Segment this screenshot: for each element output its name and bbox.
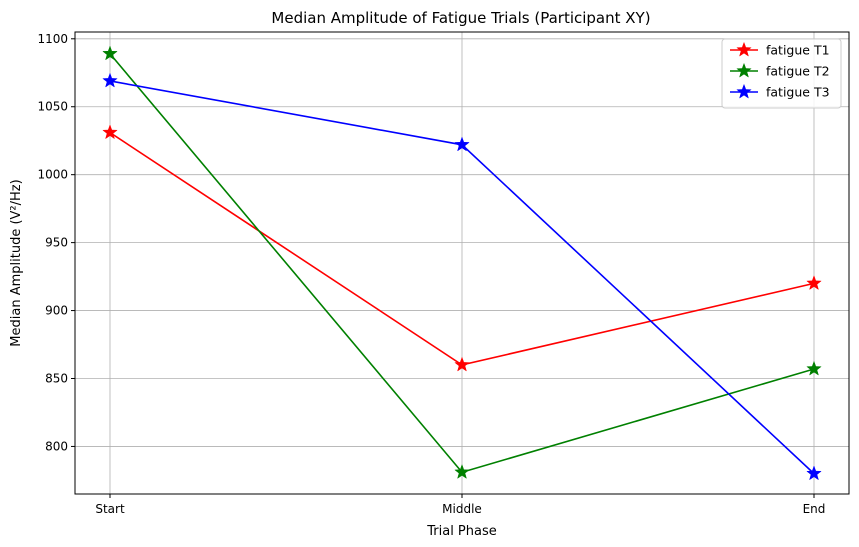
data-point-star: [454, 356, 470, 372]
series-3: [102, 72, 822, 481]
y-tick-label: 1100: [37, 32, 68, 46]
y-tick-label: 1000: [37, 168, 68, 182]
legend-item: fatigue T2: [730, 62, 830, 79]
legend-label: fatigue T2: [766, 64, 830, 79]
data-point-star: [102, 124, 118, 140]
legend: fatigue T1 fatigue T2 fatigue T3: [721, 38, 842, 109]
x-tick-label: Start: [95, 502, 125, 516]
x-axis-label: Trial Phase: [426, 524, 497, 539]
data-point-star: [454, 136, 470, 152]
y-tick-label: 850: [45, 372, 68, 386]
series-2: [102, 45, 822, 479]
data-point-star: [454, 464, 470, 479]
data-point-star: [102, 72, 118, 88]
legend-label: fatigue T3: [766, 85, 830, 100]
legend-item: fatigue T3: [730, 83, 830, 100]
data-point-star: [806, 275, 822, 291]
series-lines: [102, 45, 822, 481]
y-tick-label: 900: [45, 304, 68, 318]
legend-star-icon: [736, 83, 752, 99]
legend-box: [721, 38, 842, 109]
series-1: [102, 124, 822, 372]
x-tick-label: Middle: [442, 502, 482, 516]
grid-lines: [75, 32, 849, 494]
axis-ticks: Start Middle End 800 850 900 950 1000 1050 1100: [37, 32, 825, 516]
y-tick-label: 800: [45, 439, 68, 453]
legend-item: fatigue T1: [730, 41, 830, 58]
legend-star-icon: [736, 62, 752, 78]
x-tick-label: End: [803, 502, 826, 516]
data-point-star: [102, 45, 118, 61]
legend-label: fatigue T1: [766, 43, 830, 58]
data-point-star: [806, 360, 822, 376]
y-tick-label: 950: [45, 236, 68, 250]
y-axis-label: Median Amplitude (V²/Hz): [9, 179, 24, 346]
legend-star-icon: [736, 41, 752, 57]
y-tick-label: 1050: [37, 100, 68, 114]
data-point-star: [806, 465, 822, 481]
chart-title: Median Amplitude of Fatigue Trials (Part…: [271, 9, 650, 27]
